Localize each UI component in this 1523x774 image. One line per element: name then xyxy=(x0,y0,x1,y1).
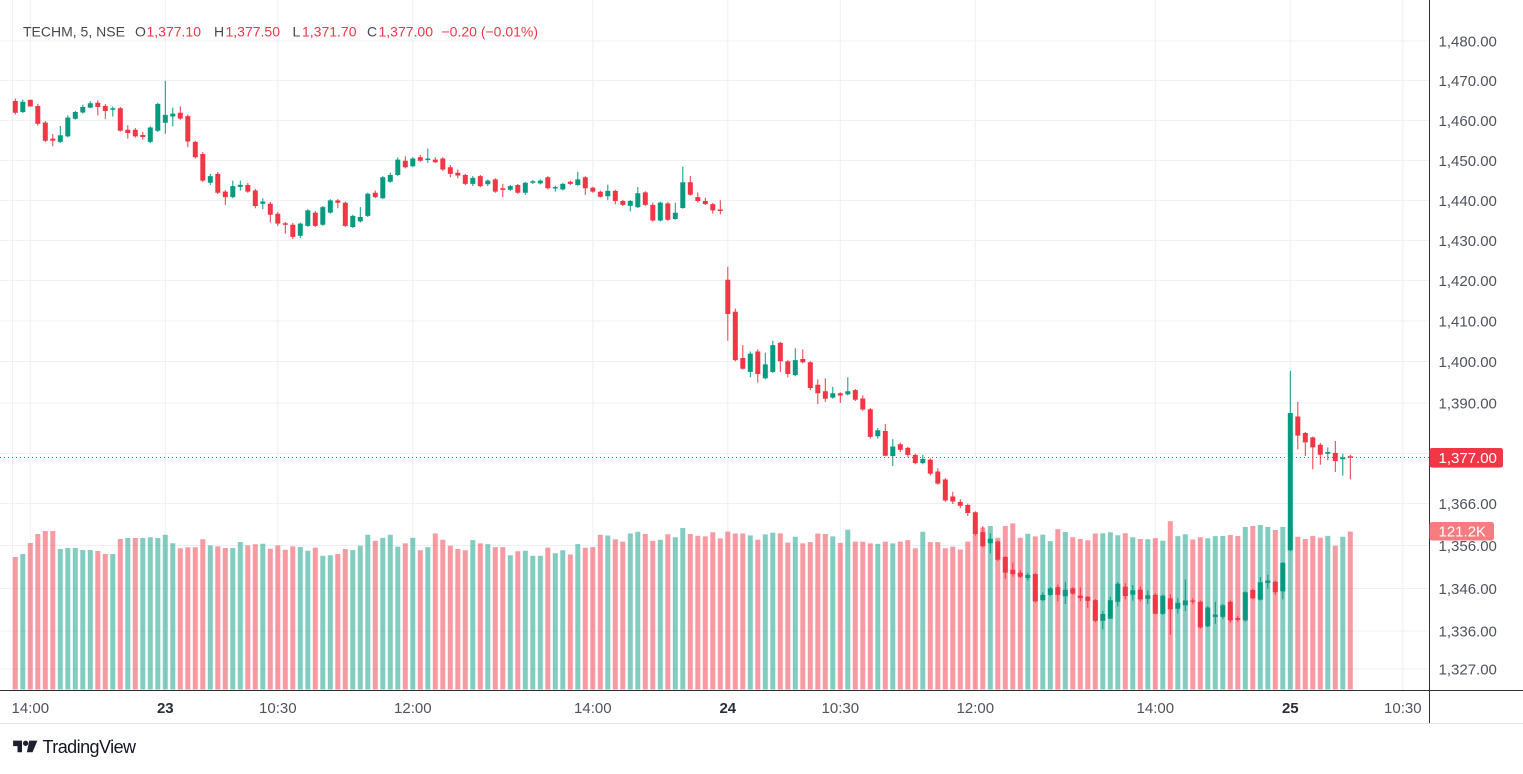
svg-text:1,390.00: 1,390.00 xyxy=(1439,395,1497,412)
svg-text:1,366.00: 1,366.00 xyxy=(1439,496,1497,513)
svg-text:14:00: 14:00 xyxy=(574,700,612,717)
svg-text:1,327.00: 1,327.00 xyxy=(1439,661,1497,678)
svg-text:1,377.50: 1,377.50 xyxy=(226,24,281,40)
svg-text:TradingView: TradingView xyxy=(43,737,138,757)
svg-text:25: 25 xyxy=(1282,700,1299,717)
svg-text:H: H xyxy=(214,24,224,40)
svg-text:1,377.00: 1,377.00 xyxy=(379,24,434,40)
svg-text:−0.20 (−0.01%): −0.20 (−0.01%) xyxy=(442,24,539,40)
svg-text:1,410.00: 1,410.00 xyxy=(1439,313,1497,330)
svg-text:14:00: 14:00 xyxy=(12,700,50,717)
svg-text:1,480.00: 1,480.00 xyxy=(1439,33,1497,50)
svg-text:10:30: 10:30 xyxy=(1384,700,1422,717)
svg-text:24: 24 xyxy=(719,700,736,717)
svg-text:1,470.00: 1,470.00 xyxy=(1439,73,1497,90)
svg-text:1,460.00: 1,460.00 xyxy=(1439,113,1497,130)
svg-text:14:00: 14:00 xyxy=(1137,700,1175,717)
svg-text:1,377.10: 1,377.10 xyxy=(147,24,202,40)
svg-text:1,377.00: 1,377.00 xyxy=(1439,450,1497,467)
svg-text:1,356.00: 1,356.00 xyxy=(1439,538,1497,555)
svg-text:O: O xyxy=(135,24,146,40)
svg-text:1,371.70: 1,371.70 xyxy=(302,24,357,40)
svg-text:C: C xyxy=(367,24,377,40)
svg-text:TECHM, 5, NSE: TECHM, 5, NSE xyxy=(23,24,125,40)
svg-text:L: L xyxy=(293,24,301,40)
svg-text:12:00: 12:00 xyxy=(957,700,995,717)
svg-text:12:00: 12:00 xyxy=(394,700,432,717)
svg-text:1,420.00: 1,420.00 xyxy=(1439,273,1497,290)
svg-text:1,336.00: 1,336.00 xyxy=(1439,623,1497,640)
svg-text:121.2K: 121.2K xyxy=(1439,524,1487,541)
svg-text:1,400.00: 1,400.00 xyxy=(1439,354,1497,371)
svg-text:1,450.00: 1,450.00 xyxy=(1439,153,1497,170)
svg-text:10:30: 10:30 xyxy=(259,700,297,717)
svg-text:10:30: 10:30 xyxy=(822,700,860,717)
svg-text:23: 23 xyxy=(157,700,174,717)
svg-text:1,440.00: 1,440.00 xyxy=(1439,193,1497,210)
svg-text:1,346.00: 1,346.00 xyxy=(1439,581,1497,598)
svg-text:1,430.00: 1,430.00 xyxy=(1439,233,1497,250)
